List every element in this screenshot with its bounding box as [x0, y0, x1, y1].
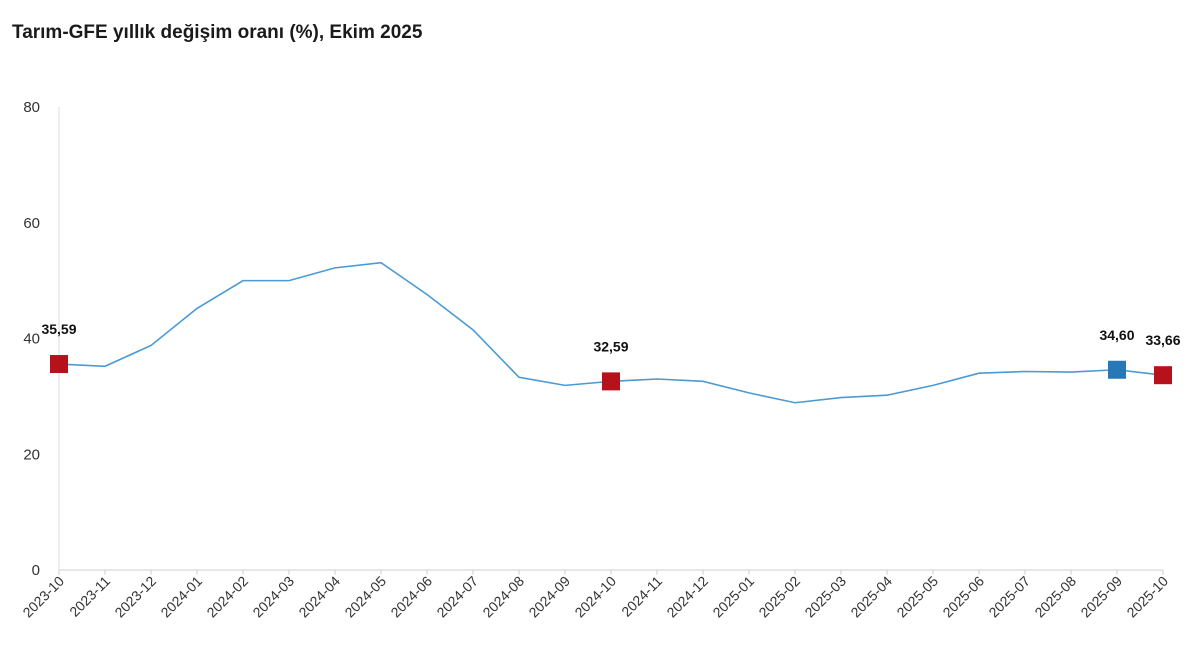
x-tick-label: 2024-03: [249, 573, 297, 621]
x-tick-label: 2024-04: [295, 573, 343, 621]
x-tick-label: 2025-05: [893, 573, 941, 621]
highlight-marker: [1108, 360, 1126, 379]
x-tick-label: 2024-07: [433, 573, 481, 621]
x-tick-label: 2025-09: [1077, 573, 1125, 621]
x-axis-ticks: 2023-10 2023-112023-122024-012024-022024-…: [19, 570, 1171, 620]
chart-title: Tarım-GFE yıllık değişim oranı (%), Ekim…: [12, 22, 423, 43]
x-tick-label: 2024-10: [571, 573, 619, 621]
x-tick-label: 2024-06: [387, 573, 435, 621]
y-tick-label: 0: [32, 562, 40, 579]
x-tick-label: 2024-11: [618, 573, 665, 620]
data-label: 34,60: [1099, 327, 1134, 343]
x-tick-label: 2023-11: [66, 573, 113, 620]
data-label: 35,59: [41, 321, 76, 337]
x-tick-label: 2025-08: [1031, 573, 1079, 621]
y-tick-label: 40: [23, 331, 40, 348]
data-labels: 35,59 32,59 34,60 33,66: [41, 321, 1180, 354]
highlighted-points: [50, 355, 1172, 391]
data-label: 32,59: [593, 338, 628, 354]
x-tick-label: 2024-05: [341, 573, 389, 621]
x-tick-label: 2025-07: [985, 573, 1033, 621]
x-tick-label: 2025-06: [939, 573, 987, 621]
x-tick-label: 2024-08: [479, 573, 527, 621]
x-tick-label: 2023-10: [19, 573, 67, 621]
x-tick-label: 2024-01: [157, 573, 205, 621]
x-tick-label: 2025-02: [755, 573, 803, 621]
x-tick-label: 2023-12: [111, 573, 159, 621]
x-tick-label: 2025-10: [1123, 573, 1171, 621]
y-tick-label: 60: [23, 215, 40, 232]
y-tick-label: 80: [23, 99, 40, 116]
x-tick-label: 2024-09: [525, 573, 573, 621]
highlight-marker: [602, 372, 620, 391]
highlight-marker: [1154, 366, 1172, 385]
x-tick-label: 2025-01: [709, 573, 757, 621]
x-tick-label: 2024-12: [663, 573, 711, 621]
x-tick-label: 2024-02: [203, 573, 251, 621]
x-tick-label: 2025-04: [847, 573, 895, 621]
data-label: 33,66: [1145, 332, 1180, 348]
y-axis-ticks: 0 20 40 60 80: [23, 99, 40, 579]
x-tick-label: 2025-03: [801, 573, 849, 621]
y-tick-label: 20: [23, 446, 40, 463]
highlight-marker: [50, 355, 68, 374]
